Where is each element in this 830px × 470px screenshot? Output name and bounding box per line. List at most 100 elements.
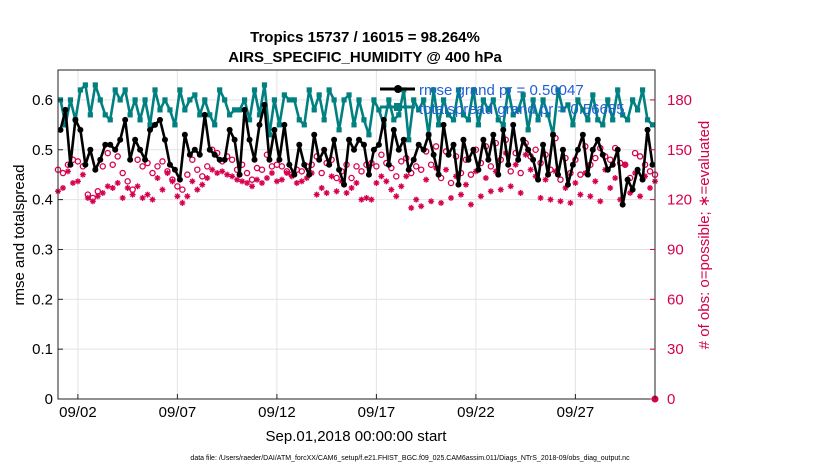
totalspread-point <box>246 117 253 123</box>
obs-possible-point <box>393 173 400 180</box>
x-axis-ticks: 09/02 09/07 09/12 09/17 09/22 09/27 <box>59 394 594 421</box>
obs-evaluated-point <box>383 178 390 185</box>
rmse-point <box>510 121 517 128</box>
rmse-point <box>87 146 94 153</box>
totalspread-point <box>127 112 133 118</box>
totalspread-point <box>520 92 526 98</box>
totalspread-point <box>202 97 208 103</box>
obs-evaluated-point <box>278 176 285 183</box>
totalspread-point <box>371 97 377 103</box>
totalspread-point <box>142 97 148 103</box>
obs-evaluated-point <box>249 183 256 190</box>
rmse-point <box>291 171 298 178</box>
rmse-point <box>530 156 537 163</box>
obs-possible-point <box>358 168 365 175</box>
rmse-point <box>559 146 566 153</box>
rmse-point <box>385 161 392 168</box>
rmse-point <box>545 171 552 178</box>
rmse-point <box>420 146 427 153</box>
totalspread-point <box>241 97 248 103</box>
rmse-point <box>425 131 432 138</box>
totalspread-point <box>555 87 561 93</box>
totalspread-point <box>525 127 531 133</box>
obs-evaluated-point <box>234 176 241 183</box>
totalspread-point <box>286 97 292 103</box>
obs-evaluated-point <box>572 179 579 186</box>
totalspread-point <box>217 87 223 93</box>
rmse-point <box>231 136 238 143</box>
totalspread-point <box>540 97 546 103</box>
rmse-point <box>77 126 84 133</box>
series-lines <box>57 82 656 208</box>
rmse-point <box>370 146 377 153</box>
totalspread-point <box>560 107 566 113</box>
obs-evaluated-point <box>199 181 206 188</box>
rmse-point <box>122 116 129 123</box>
rmse-point <box>216 156 223 163</box>
obs-evaluated-point <box>622 161 629 168</box>
totalspread-point <box>421 97 427 103</box>
obs-evaluated-point <box>507 183 514 190</box>
rmse-point <box>186 151 193 158</box>
obs-possible-point <box>432 143 440 150</box>
totalspread-point <box>575 97 581 103</box>
y-right-tick-label: 0 <box>667 391 675 408</box>
rmse-point <box>495 171 502 178</box>
totalspread-point <box>192 92 198 98</box>
obs-evaluated-point <box>298 178 305 185</box>
rmse-point <box>649 161 656 168</box>
totalspread-point <box>311 107 317 113</box>
obs-evaluated-point <box>124 184 131 191</box>
obs-possible-point <box>427 161 435 168</box>
obs-evaluated-point <box>343 189 350 196</box>
legend: rmse grand pr = 0.50047 totalspread gran… <box>380 82 625 118</box>
obs-evaluated-point <box>313 191 320 198</box>
totalspread-point <box>97 97 103 103</box>
rmse-point <box>380 116 387 123</box>
obs-evaluated-point <box>512 161 519 168</box>
totalspread-point <box>366 132 372 138</box>
totalspread-point <box>649 122 656 128</box>
rmse-point <box>147 126 154 133</box>
obs-evaluated-point <box>318 184 325 191</box>
obs-evaluated-point <box>467 201 474 208</box>
obs-evaluated-point <box>144 191 151 198</box>
rmse-point <box>574 146 581 153</box>
rmse-point <box>211 151 218 158</box>
obs-evaluated-point <box>328 173 335 180</box>
obs-possible-point <box>99 163 107 170</box>
obs-evaluated-point <box>487 188 494 195</box>
obs-evaluated-point <box>363 194 370 201</box>
y-right-tick-label: 180 <box>667 92 692 109</box>
obs-evaluated-point <box>159 186 166 193</box>
totalspread-point <box>431 87 437 93</box>
plot-frame <box>57 69 656 400</box>
obs-evaluated-point <box>438 199 445 206</box>
obs-possible-point <box>373 163 380 170</box>
rmse-point <box>137 146 144 153</box>
rmse-point <box>475 166 482 173</box>
obs-possible-point <box>154 163 161 170</box>
totalspread-point <box>321 117 327 123</box>
obs-possible-point <box>487 163 495 170</box>
rmse-point <box>286 161 293 168</box>
totalspread-point <box>595 117 601 123</box>
obs-evaluated-point <box>94 193 101 200</box>
rmse-point <box>62 106 69 113</box>
totalspread-point <box>386 97 392 103</box>
rmse-point <box>321 146 328 153</box>
obs-evaluated-point <box>214 170 221 177</box>
rmse-point <box>355 136 362 143</box>
y-left-axis-ticks: 0 0.1 0.2 0.3 0.4 0.5 0.6 <box>32 92 63 408</box>
totalspread-point <box>625 117 631 123</box>
legend-rmse-label: rmse grand pr = 0.50047 <box>419 82 584 99</box>
totalspread-line <box>59 83 654 142</box>
totalspread-point <box>361 117 367 123</box>
rmse-point <box>450 141 457 148</box>
rmse-point <box>166 161 173 168</box>
obs-evaluated-point <box>239 178 246 185</box>
rmse-point <box>117 136 124 143</box>
rmse-point <box>171 166 178 173</box>
obs-evaluated-point <box>403 173 410 180</box>
chart-title-line1: Tropics 15737 / 16015 = 98.264% <box>250 29 480 46</box>
